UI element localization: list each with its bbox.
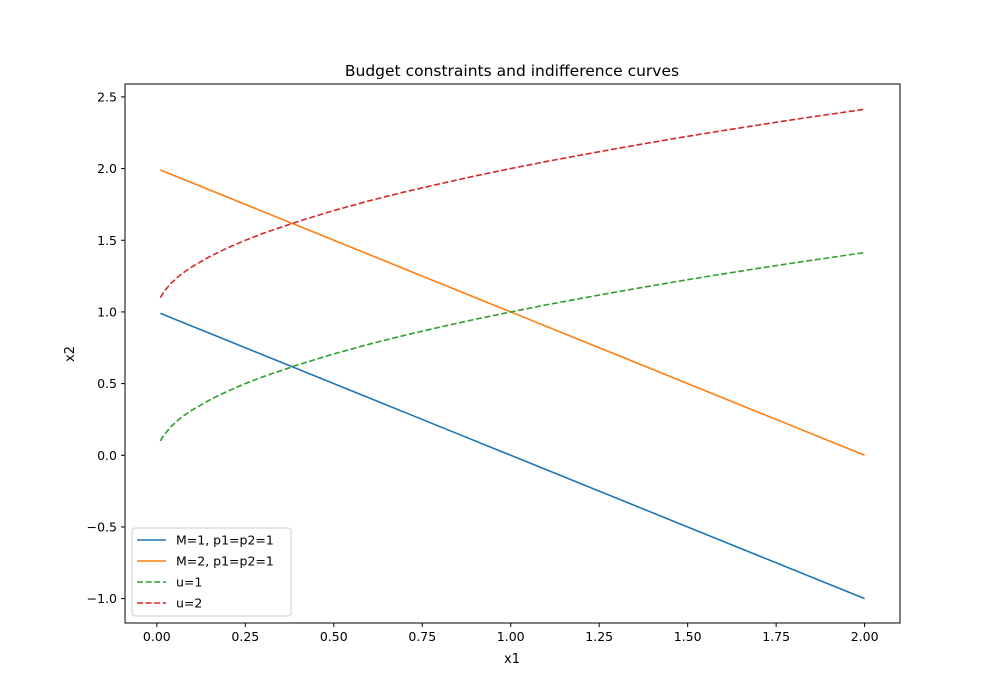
y-tick-label: −1.0: [87, 591, 117, 606]
x-tick-label: 2.00: [851, 629, 879, 644]
series-line-1: [160, 312, 865, 600]
x-tick-label: 1.00: [497, 629, 525, 644]
series-layer: [159, 108, 865, 600]
y-tick-label: 0.5: [97, 376, 117, 391]
x-axis-label: x1: [504, 652, 520, 667]
y-axis-label: x2: [63, 346, 78, 362]
series-line-3: [159, 251, 865, 442]
x-tick-label: 1.25: [585, 629, 613, 644]
y-tick-label: 1.5: [97, 233, 117, 248]
legend-label-2: M=2, p1=p2=1: [176, 554, 274, 569]
legend: M=1, p1=p2=1 M=2, p1=p2=1 u=1 u=2: [131, 527, 292, 617]
y-tick-label: 2.0: [97, 161, 117, 176]
series-line-4: [159, 108, 865, 299]
plot-frame: [124, 83, 901, 624]
y-tick-label: −0.5: [87, 519, 117, 534]
legend-label-3: u=1: [176, 575, 202, 590]
legend-label-1: M=1, p1=p2=1: [176, 533, 274, 548]
y-tick-label: 2.5: [97, 89, 117, 104]
chart-title: Budget constraints and indifference curv…: [345, 62, 679, 80]
legend-label-4: u=2: [176, 596, 202, 611]
legend-box: [131, 527, 292, 617]
x-tick-label: 1.75: [762, 629, 790, 644]
x-axis: 0.00 0.25 0.50 0.75 1.00 1.25 1.50 1.75 2.00: [143, 623, 879, 644]
y-tick-label: 1.0: [97, 304, 117, 319]
x-tick-label: 1.50: [674, 629, 702, 644]
x-tick-label: 0.00: [143, 629, 171, 644]
y-tick-label: 0.0: [97, 448, 117, 463]
x-tick-label: 0.25: [231, 629, 259, 644]
series-line-2: [160, 169, 865, 457]
y-axis: −1.0 −0.5 0.0 0.5 1.0 1.5 2.0 2.5: [87, 89, 125, 606]
x-tick-label: 0.50: [320, 629, 348, 644]
x-tick-label: 0.75: [408, 629, 436, 644]
